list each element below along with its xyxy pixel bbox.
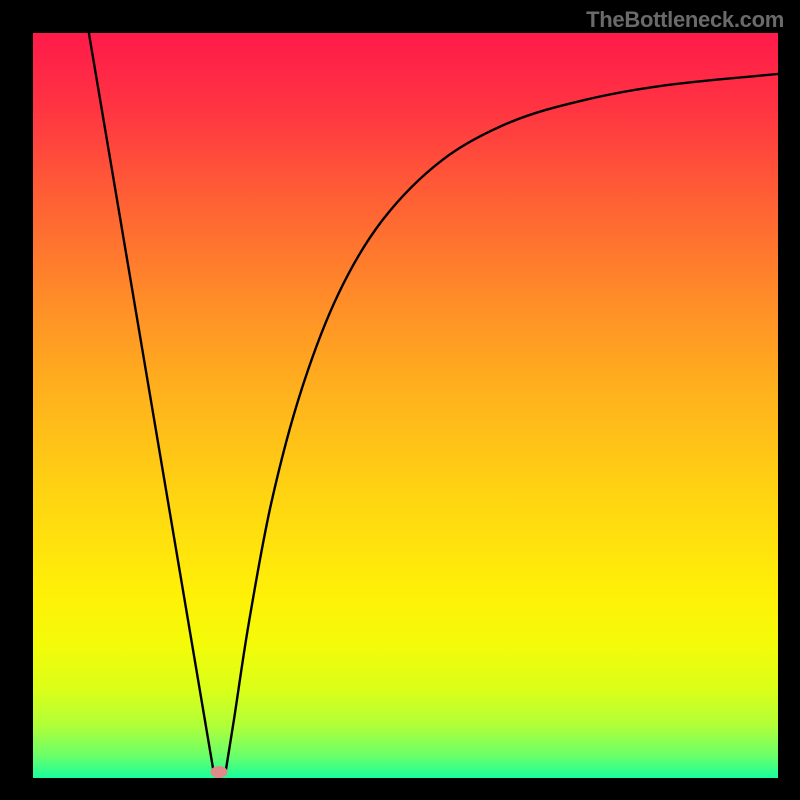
attribution-watermark: TheBottleneck.com	[586, 7, 784, 33]
bottleneck-curve	[33, 33, 778, 778]
highlight-marker	[211, 766, 228, 778]
plot-area	[33, 33, 778, 778]
chart-container: { "attribution": "TheBottleneck.com", "a…	[0, 0, 800, 800]
